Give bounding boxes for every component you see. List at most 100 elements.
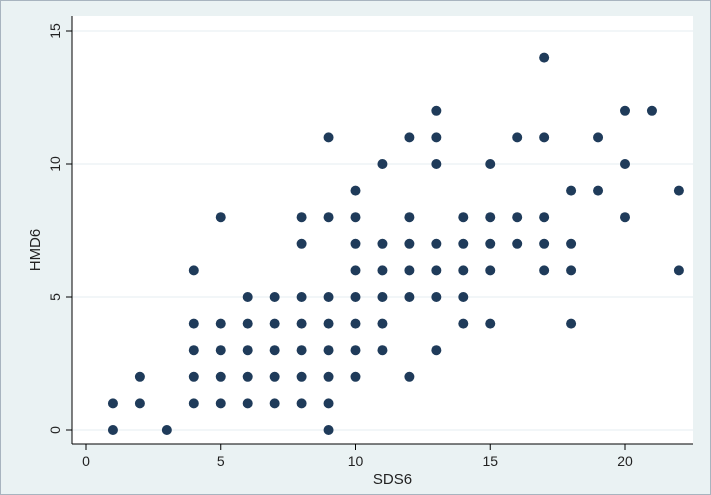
scatter-point	[485, 318, 496, 329]
scatter-point	[296, 345, 307, 356]
scatter-point	[296, 292, 307, 302]
scatter-point	[350, 371, 361, 382]
scatter-point	[620, 159, 630, 169]
scatter-point	[620, 212, 630, 223]
scatter-point	[377, 345, 388, 356]
scatter-point	[566, 238, 577, 249]
axes	[71, 16, 693, 445]
scatter-point	[323, 398, 334, 409]
scatter-point	[188, 345, 199, 356]
scatter-point	[512, 212, 523, 223]
x-axis-title: SDS6	[373, 471, 412, 488]
scatter-point	[161, 425, 172, 435]
scatter-point	[566, 265, 577, 276]
scatter-point	[134, 371, 145, 382]
scatter-point	[539, 212, 550, 223]
scatter-point	[296, 238, 307, 249]
scatter-point	[269, 318, 280, 329]
data-points	[107, 52, 684, 435]
scatter-point	[593, 185, 604, 196]
scatter-point	[350, 318, 361, 329]
scatter-point	[242, 345, 253, 356]
scatter-point	[539, 132, 550, 143]
scatter-point	[431, 345, 442, 356]
scatter-point	[566, 318, 577, 329]
scatter-point	[377, 318, 388, 329]
scatter-point	[350, 345, 361, 356]
scatter-point	[431, 105, 442, 116]
scatter-point	[242, 398, 253, 409]
scatter-point	[404, 212, 415, 223]
scatter-point	[188, 398, 199, 409]
scatter-point	[431, 238, 442, 249]
scatter-point	[215, 212, 226, 223]
scatter-point	[188, 371, 199, 382]
scatter-point	[431, 159, 442, 169]
scatter-point	[404, 132, 415, 143]
x-tick-label: 0	[82, 453, 90, 469]
scatter-point	[269, 371, 280, 382]
x-tick-label: 15	[482, 453, 498, 469]
scatter-point	[296, 398, 307, 409]
scatter-point	[620, 105, 630, 116]
scatter-point	[485, 265, 496, 276]
scatter-point	[458, 238, 469, 249]
scatter-point	[269, 345, 280, 356]
scatter-point	[512, 132, 523, 143]
scatter-point	[377, 159, 388, 169]
scatter-point	[323, 425, 334, 435]
scatter-point	[566, 185, 577, 196]
y-tick-label: 15	[47, 23, 63, 39]
scatter-point	[404, 265, 415, 276]
scatter-point	[485, 212, 496, 223]
y-tick-label: 5	[47, 293, 63, 301]
scatter-point	[269, 292, 280, 302]
scatter-point	[673, 185, 684, 196]
scatter-point	[593, 132, 604, 143]
scatter-point	[215, 398, 226, 409]
scatter-point	[539, 265, 550, 276]
scatter-point	[242, 371, 253, 382]
scatter-point	[431, 132, 442, 143]
x-tick-label: 5	[217, 453, 225, 469]
scatter-point	[458, 212, 469, 223]
scatter-point	[188, 265, 199, 276]
scatter-point	[323, 212, 334, 223]
x-tick-label: 10	[348, 453, 364, 469]
scatter-point	[350, 265, 361, 276]
scatter-point	[539, 52, 550, 63]
scatter-point	[485, 238, 496, 249]
scatter-point	[350, 212, 361, 223]
ticks: 0 5 10 15 20 0 5 10 15	[47, 23, 633, 469]
scatter-point	[323, 132, 334, 143]
scatter-point	[323, 371, 334, 382]
x-tick-label: 20	[617, 453, 633, 469]
scatter-point	[107, 425, 118, 435]
scatter-point	[512, 238, 523, 249]
y-tick-label: 0	[47, 426, 63, 434]
scatter-point	[673, 265, 684, 276]
scatter-point	[404, 238, 415, 249]
scatter-point	[296, 212, 307, 223]
scatter-point	[242, 292, 253, 302]
scatter-point	[323, 345, 334, 356]
scatter-point	[215, 345, 226, 356]
scatter-point	[350, 185, 361, 196]
scatter-point	[323, 318, 334, 329]
scatter-point	[107, 398, 118, 409]
scatter-point	[323, 292, 334, 302]
scatter-point	[458, 292, 469, 302]
scatter-point	[404, 292, 415, 302]
scatter-point	[215, 318, 226, 329]
scatter-point	[539, 238, 550, 249]
scatter-point	[296, 371, 307, 382]
y-axis-title: HMD6	[27, 229, 44, 272]
scatter-point	[485, 159, 496, 169]
scatter-point	[188, 318, 199, 329]
scatter-point	[377, 238, 388, 249]
scatter-point	[431, 265, 442, 276]
scatter-point	[269, 398, 280, 409]
scatter-point	[377, 292, 388, 302]
scatter-point	[431, 292, 442, 302]
